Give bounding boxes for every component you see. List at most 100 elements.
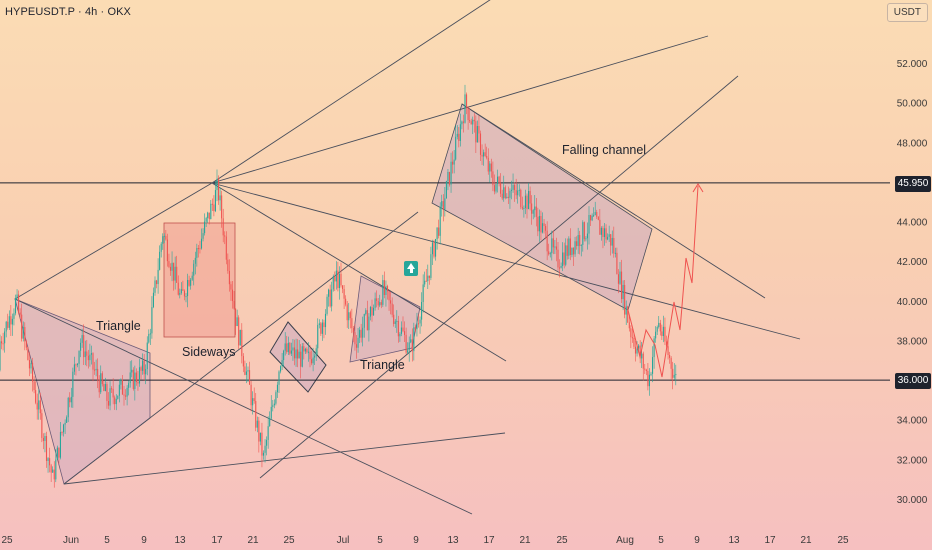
candle-body [129,372,131,384]
x-tick-label: 9 [413,535,419,546]
candle-body [253,398,255,401]
candle-body [431,242,433,255]
candle-body [267,426,269,440]
candle-body [672,368,674,378]
candle-body [503,187,505,199]
candle-body [661,331,663,337]
triangle-annotation-2: Triangle [360,358,405,372]
candle-body [647,370,649,387]
candle-body [317,324,319,349]
candle-body [157,269,159,285]
candle-body [352,328,354,333]
candle-body [258,420,260,442]
candle-body [445,181,447,199]
candle-body [47,458,49,461]
currency-button[interactable]: USDT [886,3,928,22]
candle-body [422,284,424,303]
candle-body [103,384,105,391]
candle-body [590,215,592,221]
candle-body [53,469,55,480]
candle-body [115,398,117,405]
candle-body [357,337,359,348]
arrow-up-icon [404,261,418,276]
candle-body [625,306,627,315]
candle-body [4,331,6,344]
candle-body [359,329,361,338]
candle-body [636,348,638,354]
candle-body [97,368,99,380]
candle-body [121,379,123,395]
candle-body [2,343,4,345]
x-tick-label: 25 [556,535,568,546]
candle-body [5,321,7,332]
candle-body [262,452,265,456]
candle-body [55,459,57,480]
candle-body [149,333,151,335]
candle-body [132,369,134,389]
candle-body [306,348,308,353]
candle-body [278,371,280,385]
candle-body [73,364,75,372]
candle-body [63,424,65,433]
candle-body [610,234,612,246]
candle-body [318,323,320,325]
candle-body [156,280,158,285]
candle-body [148,333,150,343]
candle-body [197,248,199,250]
candle-body [554,246,556,248]
candle-body [94,369,96,371]
candle-body [528,190,530,210]
x-tick-label: 17 [764,535,776,546]
candle-body [580,244,582,246]
trend-line [211,35,709,184]
candle-body [551,238,553,254]
candle-body [7,321,9,328]
x-tick-label: 17 [483,535,495,546]
candle-body [534,206,536,211]
candle-body [11,318,13,325]
candle-body [24,327,26,342]
candle-body [617,274,619,284]
y-tick-label: 44.000 [897,218,928,229]
candle-body [45,436,48,461]
candle-body [673,374,675,378]
candle-body [98,379,100,393]
x-tick-label: 17 [211,535,223,546]
candle-body [142,360,144,371]
candle-body [478,126,480,134]
x-tick-label: 5 [658,535,664,546]
candle-body [236,317,238,327]
candle-body [171,262,173,271]
candle-body [664,326,666,342]
candle-body [176,266,178,283]
x-tick-label: 21 [247,535,259,546]
candle-body [283,350,285,361]
x-tick-label: Jun [63,535,79,546]
candle-body [520,189,522,208]
candle-body [32,363,34,382]
candle-body [467,107,469,121]
candle-body [18,294,20,313]
candle-body [14,297,17,314]
candle-body [670,357,672,369]
candle-body [365,310,367,315]
candle-body [213,204,215,212]
candle-body [576,241,578,247]
candle-body [619,271,621,284]
candle-body [464,94,466,123]
candle-body [224,235,226,237]
candle-body [552,238,554,248]
candle-body [1,341,3,344]
candle-body [461,121,463,125]
candle-body [459,124,461,141]
candle-body [368,316,370,331]
candle-body [326,296,328,314]
candle-body [362,327,364,338]
candle-body [662,326,664,337]
candle-body [602,227,604,238]
candle-body [470,121,472,125]
candle-body [391,303,393,315]
candle-body [659,322,661,332]
